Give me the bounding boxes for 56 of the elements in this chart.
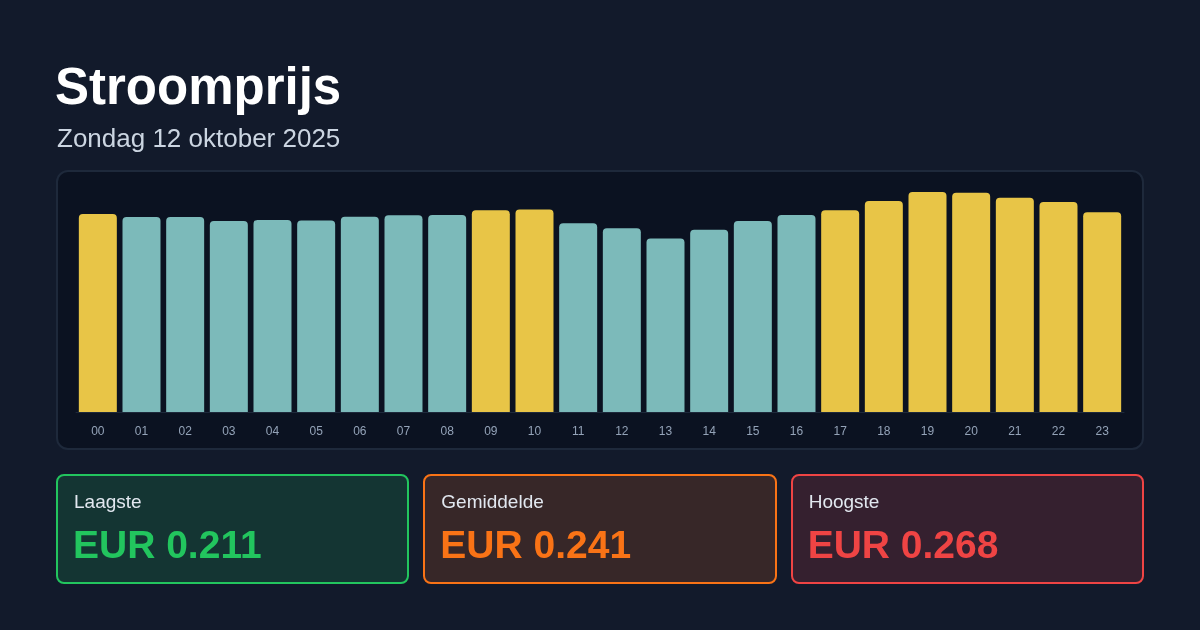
- x-tick-label: 03: [222, 424, 236, 438]
- text: Hoogste: [808, 491, 880, 512]
- x-tick-label: 10: [527, 424, 542, 438]
- x-tick-label: 15: [746, 424, 760, 438]
- text: EUR 0.211: [73, 523, 262, 566]
- x-tick-label: 20: [964, 424, 979, 438]
- bar: [908, 192, 947, 412]
- x-tick-label: 18: [877, 424, 891, 438]
- chart-title: Stroomprijs: [55, 58, 342, 115]
- bar: [515, 209, 554, 412]
- x-tick-label: 21: [1008, 424, 1022, 438]
- bar: [122, 217, 161, 412]
- bar: [340, 216, 379, 412]
- bar: [297, 220, 336, 412]
- bar: [777, 215, 816, 412]
- x-tick-label: 01: [134, 424, 149, 438]
- x-tick-label: 22: [1051, 424, 1066, 438]
- bar: [952, 192, 991, 412]
- x-tick-label: 07: [396, 424, 411, 438]
- x-tick-label: 02: [178, 424, 193, 438]
- x-tick-label: 00: [91, 424, 105, 438]
- x-tick-label: 14: [702, 424, 717, 438]
- text: Laagste: [74, 491, 142, 512]
- x-tick-label: 04: [265, 424, 280, 438]
- bar: [733, 221, 772, 412]
- bar: [1039, 202, 1078, 412]
- bar: [602, 228, 641, 412]
- x-tick-label: 19: [920, 424, 935, 438]
- x-tick-label: 12: [615, 424, 629, 438]
- x-tick-label: 06: [353, 424, 367, 438]
- text: Gemiddelde: [441, 491, 544, 512]
- bar: [253, 219, 292, 412]
- x-tick-label: 11: [571, 424, 585, 438]
- chart-subtitle: Zondag 12 oktober 2025: [57, 123, 341, 153]
- bar: [646, 238, 685, 412]
- x-tick-label: 16: [789, 424, 804, 438]
- bar: [384, 215, 423, 412]
- bar: [428, 215, 467, 412]
- bar: [78, 214, 117, 412]
- text: EUR 0.241: [440, 523, 632, 566]
- x-tick-label: 23: [1095, 424, 1110, 438]
- bar: [166, 217, 205, 412]
- x-tick-label: 09: [484, 424, 498, 438]
- x-tick-label: 17: [833, 424, 848, 438]
- x-tick-label: 05: [309, 424, 324, 438]
- bar: [690, 229, 729, 412]
- bar: [995, 197, 1034, 412]
- bar: [471, 210, 510, 412]
- text: EUR 0.268: [807, 523, 999, 566]
- bar: [559, 223, 598, 412]
- bar: [864, 201, 903, 412]
- bar: [821, 210, 860, 412]
- bar: [209, 221, 248, 412]
- x-tick-label: 13: [658, 424, 673, 438]
- x-tick-label: 08: [440, 424, 455, 438]
- bar: [1083, 212, 1122, 412]
